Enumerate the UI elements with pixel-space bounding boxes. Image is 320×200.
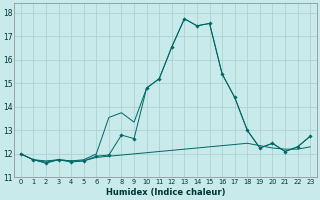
X-axis label: Humidex (Indice chaleur): Humidex (Indice chaleur) (106, 188, 225, 197)
